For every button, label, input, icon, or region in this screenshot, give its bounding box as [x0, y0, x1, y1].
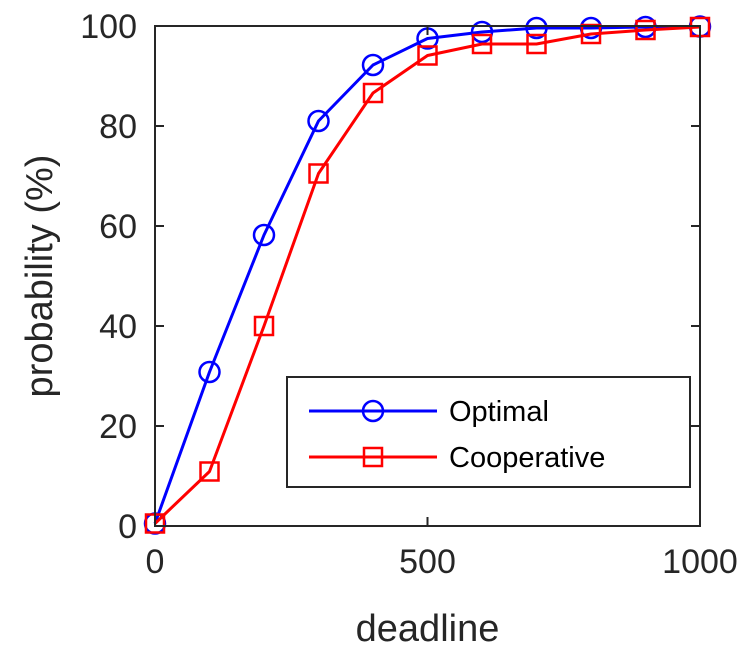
y-tick-label: 20	[99, 408, 137, 446]
x-tick-label: 500	[399, 543, 456, 581]
y-tick-label: 40	[99, 308, 137, 346]
data-point	[307, 109, 330, 133]
x-axis-label: deadline	[356, 608, 500, 650]
legend: Optimal Cooperative	[286, 376, 691, 488]
x-tick-label: 1000	[662, 543, 738, 581]
data-point	[525, 16, 548, 40]
data-point	[417, 45, 438, 66]
data-point	[471, 33, 493, 55]
legend-marker	[362, 446, 384, 468]
series-layer	[143, 15, 712, 535]
legend-label: Cooperative	[449, 442, 605, 474]
data-point	[361, 53, 385, 77]
series-line	[153, 25, 701, 525]
legend-marker	[361, 399, 385, 423]
tick-labels: 0 500 1000 0 20 40 60 80 100	[80, 8, 738, 581]
x-tick-label: 0	[146, 543, 165, 581]
data-point	[198, 360, 221, 384]
data-point	[635, 19, 656, 41]
data-point	[470, 20, 494, 44]
y-tick-label: 80	[99, 108, 137, 146]
data-point	[252, 223, 276, 247]
y-tick-label: 60	[99, 208, 137, 246]
legend-box	[286, 376, 691, 488]
legend-label: Optimal	[449, 396, 549, 428]
data-point	[253, 315, 275, 337]
data-point	[199, 461, 220, 482]
data-point	[526, 33, 547, 55]
data-point	[308, 163, 329, 184]
y-tick-label: 0	[118, 508, 137, 546]
y-axis-label: probability (%)	[19, 155, 61, 398]
legend-item: Cooperative	[309, 442, 605, 474]
y-tick-label: 100	[80, 8, 137, 46]
legend-item: Optimal	[309, 396, 549, 428]
series-line	[153, 25, 701, 525]
data-point	[362, 82, 384, 104]
ticks-layer	[154, 25, 701, 527]
